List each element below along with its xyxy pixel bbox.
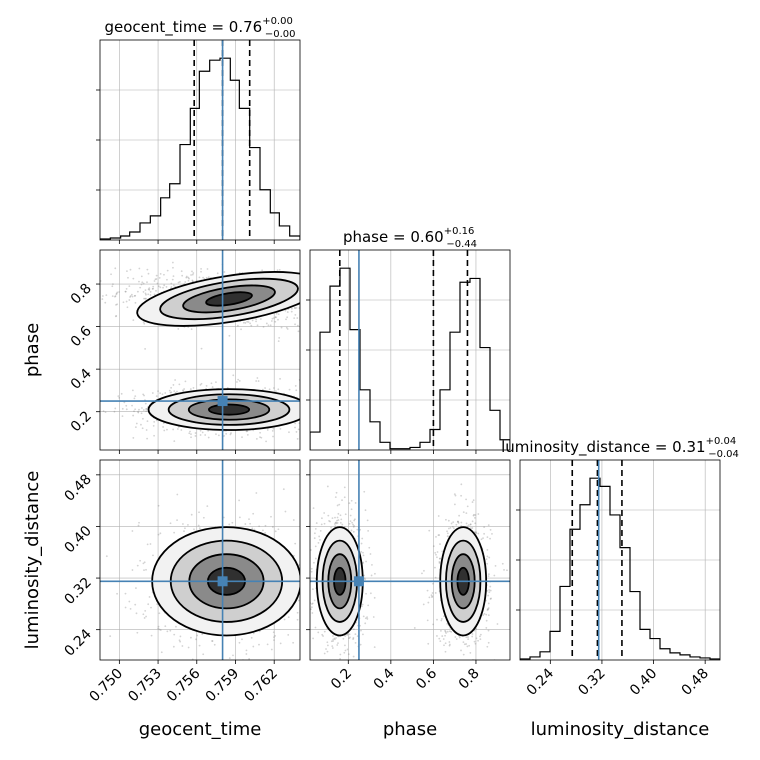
contour-line [182,284,276,314]
axes-frame [99,39,301,241]
y-tick-label: 0.2 [68,408,95,435]
x-tick-label: 0.753 [125,666,165,706]
y-tick-label: 0.24 [61,626,94,659]
x-tick-label: 0.32 [575,666,608,699]
y-tick-label: 0.4 [68,366,95,393]
contour-line [159,277,299,321]
panel-luminosity_distance: luminosity_distance = 0.31+0.04 −0.04 0.24… [501,436,739,740]
axes-frame [99,249,301,451]
x-tick-label: 0.2 [328,666,355,693]
contour-line [136,271,300,327]
title-geocent_time: geocent_time = 0.76+0.00 −0.00 [105,16,296,40]
truth-marker [353,576,364,587]
y-axis-label-phase: phase [22,323,43,377]
contour-line [187,398,271,421]
x-axis-label-phase: phase [383,719,437,740]
y-axis-label-luminosity_distance: luminosity_distance [22,471,43,650]
x-axis-label-geocent_time: geocent_time [139,719,262,740]
y-tick-label: 0.32 [61,575,94,608]
y-tick-label: 0.6 [68,323,95,350]
x-tick-label: 0.756 [164,665,204,705]
truth-marker [217,576,228,587]
axes-frame [309,459,511,661]
x-tick-label: 0.6 [413,665,440,692]
x-tick-label: 0.8 [456,666,483,693]
x-tick-label: 0.759 [203,666,243,706]
contour-line [167,393,291,426]
histogram-luminosity_distance [520,477,720,660]
title-luminosity_distance: luminosity_distance = 0.31+0.04 −0.04 [501,436,739,460]
panel-phase: phase = 0.60+0.16 −0.44 [306,226,511,454]
y-tick-label: 0.48 [61,471,94,504]
panel-geocent_time: geocent_time = 0.76+0.00 −0.00 [96,16,301,244]
y-tick-label: 0.40 [61,523,94,556]
panel-phase-vs-luminosity_distance: 0.2 0.4 0.6 0.8 phase [306,459,511,740]
x-tick-label: 0.48 [679,666,712,699]
axes-frame [309,249,511,451]
x-axis-label-luminosity_distance: luminosity_distance [531,719,710,740]
contour-line [205,291,253,307]
axes-frame [99,459,301,661]
title-phase: phase = 0.60+0.16 −0.44 [343,226,477,250]
x-tick-label: 0.40 [627,666,660,699]
x-tick-label: 0.24 [524,665,557,698]
contour-line [208,403,251,416]
axes-frame [519,459,721,661]
density-level [206,292,252,306]
y-tick-label: 0.8 [68,281,95,308]
histogram-geocent_time [100,57,300,240]
panel-geocent_time-vs-phase: 0.2 0.4 0.6 0.8 phase [22,249,301,454]
x-tick-label: 0.750 [87,666,127,706]
contour-line [147,388,300,431]
truth-marker [217,396,228,407]
x-tick-label: 0.4 [371,665,398,692]
density-level [208,404,250,415]
x-tick-label: 0.762 [241,666,281,706]
